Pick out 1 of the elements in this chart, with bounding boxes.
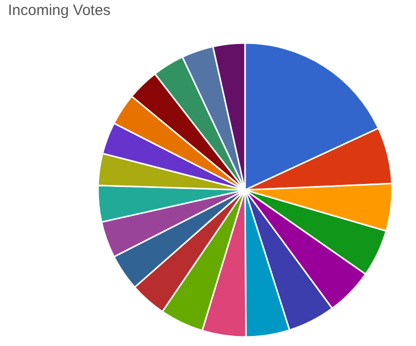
chart-title: Incoming Votes xyxy=(8,2,111,19)
